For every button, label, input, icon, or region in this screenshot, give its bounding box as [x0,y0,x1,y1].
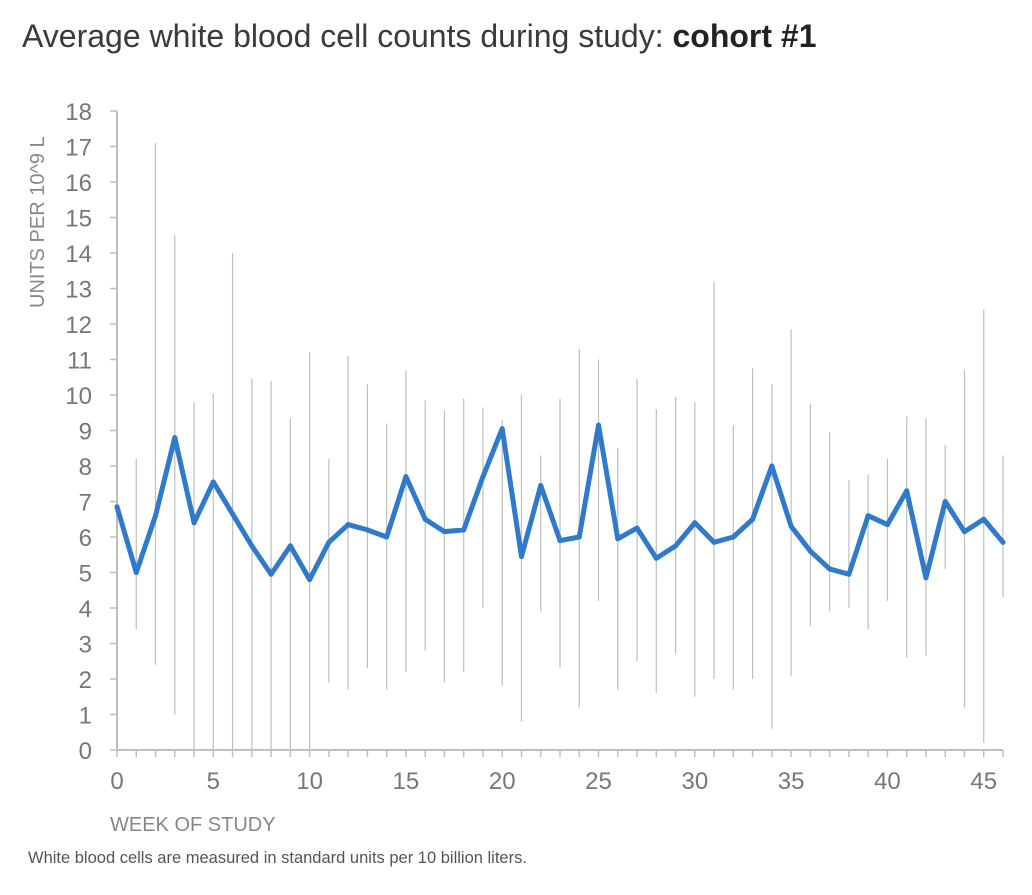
error-bars [135,142,1004,750]
y-tick-label: 2 [79,667,92,694]
data-point [518,554,524,560]
data-point [576,534,582,540]
y-tick-label: 8 [79,454,92,481]
x-tick-label: 25 [585,768,612,795]
data-point [384,534,390,540]
data-point [788,523,794,529]
data-point [480,474,486,480]
data-point [884,522,890,528]
y-tick-label: 15 [65,206,92,233]
y-tick-label: 12 [65,312,92,339]
y-tick-label: 14 [65,241,92,268]
y-tick-label: 18 [65,99,92,126]
y-tick-label: 3 [79,632,92,659]
data-point [673,543,679,549]
data-point [846,571,852,577]
x-tick-label: 45 [970,768,997,795]
y-axis-title: UNITS PER 10^9 L [27,136,49,308]
data-point [827,566,833,572]
data-point [422,516,428,522]
chart-title-text: Average white blood cell counts during s… [22,18,664,54]
data-point [364,527,370,533]
chart-title: Average white blood cell counts during s… [22,18,817,55]
data-point [441,529,447,535]
y-tick-label: 13 [65,277,92,304]
data-point [403,474,409,480]
y-tick-label: 10 [65,383,92,410]
data-point [133,570,139,575]
data-point [191,520,197,526]
y-tick-label: 11 [67,348,92,375]
data-point [307,577,313,583]
data-point [653,555,659,561]
x-tick-label: 5 [207,768,220,795]
data-point [961,529,967,535]
data-point [1000,539,1006,545]
y-tick-label: 17 [65,135,92,162]
data-point [750,516,756,522]
data-point [730,534,736,540]
y-tick-label: 9 [79,419,92,446]
data-point [865,513,871,519]
data-point [557,538,563,544]
data-point [634,525,640,531]
data-point [172,435,178,441]
data-point [268,571,274,577]
y-tick-label: 16 [65,170,92,197]
data-point [230,511,236,517]
y-tick-label: 7 [79,490,92,517]
x-axis-title: WEEK OF STUDY [110,814,276,836]
data-point [711,539,717,545]
axes [110,110,1004,757]
data-point [210,479,216,485]
data-point [345,522,351,528]
y-tick-label: 4 [79,596,92,623]
x-tick-label: 0 [110,768,123,795]
data-point [153,513,159,519]
x-tick-label: 30 [681,768,708,795]
data-point [807,548,813,554]
x-tick-label: 20 [489,768,516,795]
data-point [287,543,293,549]
footnote: White blood cells are measured in standa… [28,849,527,867]
data-point [114,504,120,510]
data-point [942,499,948,504]
chart-title-bold: cohort #1 [672,18,817,54]
x-tick-label: 15 [393,768,420,795]
y-tick-label: 1 [79,703,92,730]
y-tick-label: 0 [79,738,92,765]
data-point [904,488,910,494]
data-point [249,543,255,549]
data-point [769,463,775,469]
x-tick-label: 40 [874,768,901,795]
data-point [923,575,929,581]
x-tick-label: 10 [296,768,323,795]
data-point [692,520,698,526]
data-point [499,426,505,432]
data-point [615,536,621,542]
data-point [461,527,467,533]
data-point [326,539,332,545]
y-tick-label: 5 [79,561,92,588]
data-point [596,422,602,428]
data-point [538,483,544,489]
x-tick-label: 35 [778,768,805,795]
data-point [981,516,987,522]
y-tick-label: 6 [79,525,92,552]
